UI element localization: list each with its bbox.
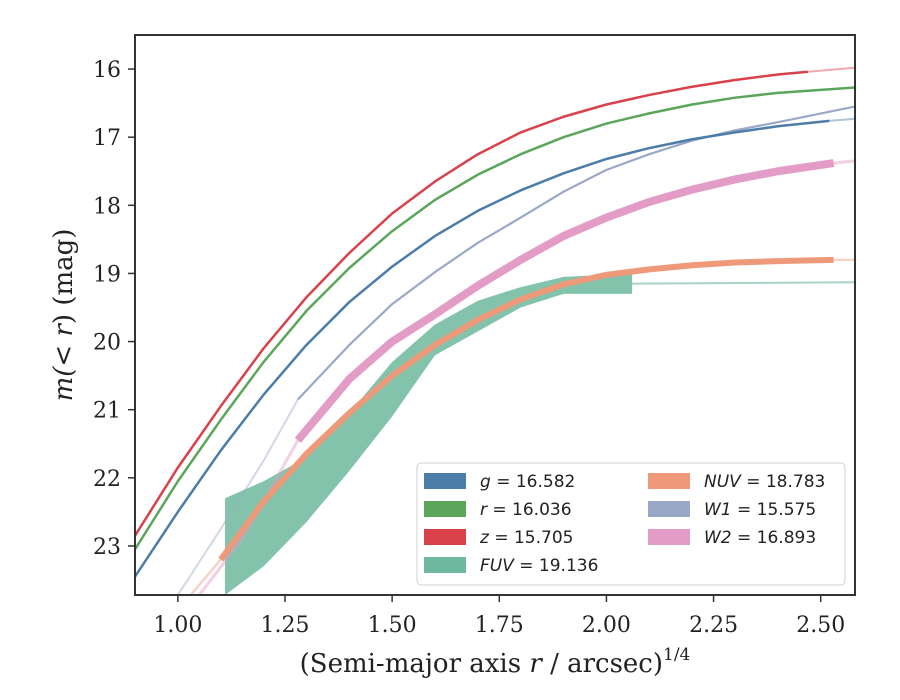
series-w2-extrapolation [831, 159, 855, 165]
legend-swatch-fuv [424, 557, 466, 573]
legend-swatch-w1 [648, 501, 690, 517]
x-tick-label: 1.00 [153, 613, 202, 638]
plot-area [135, 66, 855, 595]
legend-label-r: r = 16.036 [480, 500, 572, 520]
x-axis-label: (Semi-major axis r / arcsec)1/4 [300, 645, 691, 679]
y-tick-label: 22 [93, 467, 121, 492]
x-tick-label: 2.25 [689, 613, 738, 638]
y-tick-label: 16 [93, 58, 121, 83]
series-nuv-line [218, 256, 834, 562]
legend-label-nuv: NUV = 18.783 [704, 472, 825, 492]
y-tick-label: 19 [93, 262, 121, 287]
series-r-line [135, 86, 855, 551]
series-g-extrapolation [828, 117, 855, 122]
legend-label-w1: W1 = 15.575 [704, 500, 816, 520]
legend-label-z: z = 15.705 [479, 528, 573, 548]
series-w1-line [297, 105, 855, 401]
legend-label-g: g = 16.582 [480, 472, 575, 492]
x-tick-label: 1.75 [475, 613, 524, 638]
legend: g = 16.582 r = 16.036 z = 15.705 FUV = 19.1… [416, 462, 846, 586]
series-w2-extrapolation [197, 438, 300, 595]
x-tick-label: 1.25 [261, 613, 310, 638]
y-tick-label: 18 [93, 194, 121, 219]
series-fuv-extrapolation [632, 281, 855, 285]
legend-swatch-z [424, 529, 466, 545]
legend-frame [416, 462, 846, 586]
y-tick-label: 23 [93, 535, 121, 560]
x-tick-label: 2.50 [796, 613, 845, 638]
y-axis: 16 17 18 19 20 21 22 23 [93, 58, 135, 560]
x-tick-label: 1.50 [368, 613, 417, 638]
x-axis: 1.00 1.25 1.50 1.75 2.00 2.25 2.50 [153, 595, 845, 638]
y-tick-label: 21 [93, 399, 121, 424]
legend-label-w2: W2 = 16.893 [704, 528, 816, 548]
series-z-extrapolation [806, 66, 855, 73]
series-g-line [135, 119, 830, 578]
legend-swatch-r [424, 501, 466, 517]
legend-swatch-w2 [648, 529, 690, 545]
legend-swatch-nuv [648, 473, 690, 489]
series-fuv-band [225, 273, 633, 595]
x-tick-label: 2.00 [582, 613, 631, 638]
series-w1-extrapolation [176, 398, 299, 595]
y-tick-label: 20 [93, 331, 121, 356]
y-axis-label: m(< r) (mag) [49, 229, 79, 402]
series-w2-line [294, 159, 835, 443]
legend-swatch-g [424, 473, 466, 489]
plot-frame [134, 34, 856, 596]
y-tick-label: 17 [93, 126, 121, 151]
legend-label-fuv: FUV = 19.136 [480, 556, 598, 576]
series-z-line [135, 70, 808, 537]
series-nuv-extrapolation [189, 558, 222, 595]
